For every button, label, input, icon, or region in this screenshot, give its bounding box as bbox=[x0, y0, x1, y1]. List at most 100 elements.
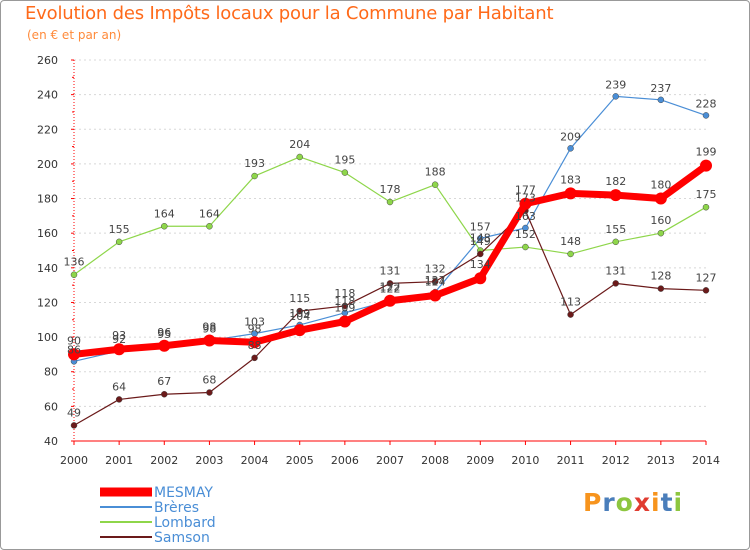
data-label-br-res: 109 bbox=[289, 307, 310, 320]
x-tick-label: 2007 bbox=[376, 454, 404, 467]
data-point-samson bbox=[70, 422, 78, 429]
x-tick-label: 2003 bbox=[195, 454, 223, 467]
data-point-samson bbox=[161, 390, 168, 398]
data-label-samson: 88 bbox=[248, 339, 262, 352]
y-tick-label: 220 bbox=[37, 123, 58, 136]
data-label-mesmay: 104 bbox=[289, 310, 310, 323]
x-tick-label: 2013 bbox=[647, 454, 675, 467]
data-label-mesmay: 134 bbox=[470, 258, 491, 271]
data-point-br-res bbox=[567, 145, 574, 152]
data-point-lombard bbox=[567, 250, 574, 258]
y-tick-label: 60 bbox=[44, 400, 58, 413]
data-point-mesmay bbox=[384, 294, 396, 307]
data-label-samson: 118 bbox=[334, 287, 355, 300]
data-label-mesmay: 109 bbox=[334, 302, 355, 315]
legend-label-samson: Samson bbox=[154, 530, 210, 546]
y-tick-label: 200 bbox=[37, 158, 58, 171]
data-point-mesmay bbox=[248, 336, 261, 349]
data-label-br-res: 122 bbox=[380, 283, 401, 296]
data-label-lombard: 164 bbox=[199, 207, 220, 220]
data-label-samson: 49 bbox=[67, 406, 81, 419]
proxiti-logo: Proxiti bbox=[583, 488, 684, 517]
data-label-br-res: 118 bbox=[334, 295, 355, 308]
data-point-samson bbox=[115, 396, 123, 403]
y-tick-label: 180 bbox=[37, 193, 58, 206]
y-tick-label: 140 bbox=[37, 262, 58, 275]
data-point-samson bbox=[567, 311, 574, 318]
chart-subtitle: (en € et par an) bbox=[27, 28, 122, 42]
x-tick-label: 2014 bbox=[692, 454, 720, 467]
data-point-mesmay bbox=[564, 187, 577, 200]
data-label-samson: 127 bbox=[696, 271, 717, 284]
data-label-mesmay: 199 bbox=[696, 146, 717, 159]
data-label-lombard: 160 bbox=[650, 214, 671, 227]
data-label-samson: 67 bbox=[157, 375, 171, 388]
x-tick-label: 2008 bbox=[421, 454, 449, 467]
data-point-lombard bbox=[612, 238, 619, 246]
data-label-lombard: 204 bbox=[289, 138, 310, 151]
data-label-lombard: 178 bbox=[380, 183, 401, 196]
data-point-mesmay bbox=[609, 189, 622, 202]
data-label-br-res: 92 bbox=[112, 333, 126, 346]
data-label-samson: 173 bbox=[515, 192, 536, 205]
data-label-mesmay: 177 bbox=[515, 184, 536, 197]
data-label-br-res: 239 bbox=[605, 78, 626, 91]
x-tick-label: 2012 bbox=[602, 454, 630, 467]
data-point-br-res bbox=[612, 93, 619, 100]
data-point-samson bbox=[341, 302, 349, 310]
data-label-mesmay: 93 bbox=[112, 329, 126, 342]
data-label-mesmay: 182 bbox=[605, 175, 626, 188]
data-label-mesmay: 124 bbox=[425, 276, 446, 289]
data-label-mesmay: 96 bbox=[157, 326, 171, 339]
data-label-br-res: 98 bbox=[202, 323, 216, 336]
data-label-samson: 68 bbox=[202, 374, 216, 387]
data-point-lombard bbox=[386, 198, 394, 206]
data-label-mesmay: 122 bbox=[380, 281, 401, 294]
data-label-mesmay: 98 bbox=[202, 321, 216, 334]
legend-label-mesmay: MESMAY bbox=[154, 485, 213, 501]
data-label-br-res: 127 bbox=[425, 274, 446, 287]
data-point-br-res bbox=[477, 235, 484, 242]
data-label-lombard: 188 bbox=[425, 166, 446, 179]
data-point-mesmay bbox=[654, 192, 667, 205]
data-point-samson bbox=[657, 285, 665, 292]
data-point-br-res bbox=[657, 96, 665, 104]
data-point-lombard bbox=[341, 169, 349, 176]
data-label-lombard: 136 bbox=[64, 256, 85, 269]
data-point-lombard bbox=[115, 238, 123, 246]
y-tick-label: 80 bbox=[44, 366, 58, 379]
x-tick-label: 2011 bbox=[557, 454, 585, 467]
data-label-br-res: 103 bbox=[244, 316, 265, 329]
data-point-mesmay bbox=[68, 348, 80, 361]
data-label-samson: 131 bbox=[380, 264, 401, 277]
x-tick-label: 2010 bbox=[511, 454, 539, 467]
data-point-mesmay bbox=[474, 272, 487, 285]
data-label-samson: 131 bbox=[605, 264, 626, 277]
data-point-samson bbox=[477, 250, 484, 258]
data-point-samson bbox=[612, 280, 619, 287]
data-label-br-res: 209 bbox=[560, 130, 581, 143]
data-label-samson: 149 bbox=[470, 235, 491, 248]
data-label-lombard: 155 bbox=[109, 223, 130, 236]
data-point-br-res bbox=[522, 224, 529, 232]
data-point-lombard bbox=[206, 223, 213, 230]
data-label-lombard: 148 bbox=[470, 232, 491, 245]
data-point-lombard bbox=[522, 243, 529, 251]
data-label-lombard: 152 bbox=[515, 228, 536, 241]
data-point-mesmay bbox=[429, 289, 442, 302]
y-tick-label: 120 bbox=[37, 296, 58, 309]
x-tick-label: 2001 bbox=[105, 454, 133, 467]
x-tick-label: 2009 bbox=[466, 454, 494, 467]
data-label-lombard: 175 bbox=[696, 188, 717, 201]
data-point-samson bbox=[296, 307, 303, 315]
data-label-lombard: 148 bbox=[560, 235, 581, 248]
x-tick-label: 2004 bbox=[241, 454, 269, 467]
data-point-samson bbox=[206, 389, 213, 396]
x-tick-label: 2005 bbox=[286, 454, 314, 467]
x-tick-label: 2006 bbox=[331, 454, 359, 467]
data-label-mesmay: 183 bbox=[560, 173, 581, 186]
